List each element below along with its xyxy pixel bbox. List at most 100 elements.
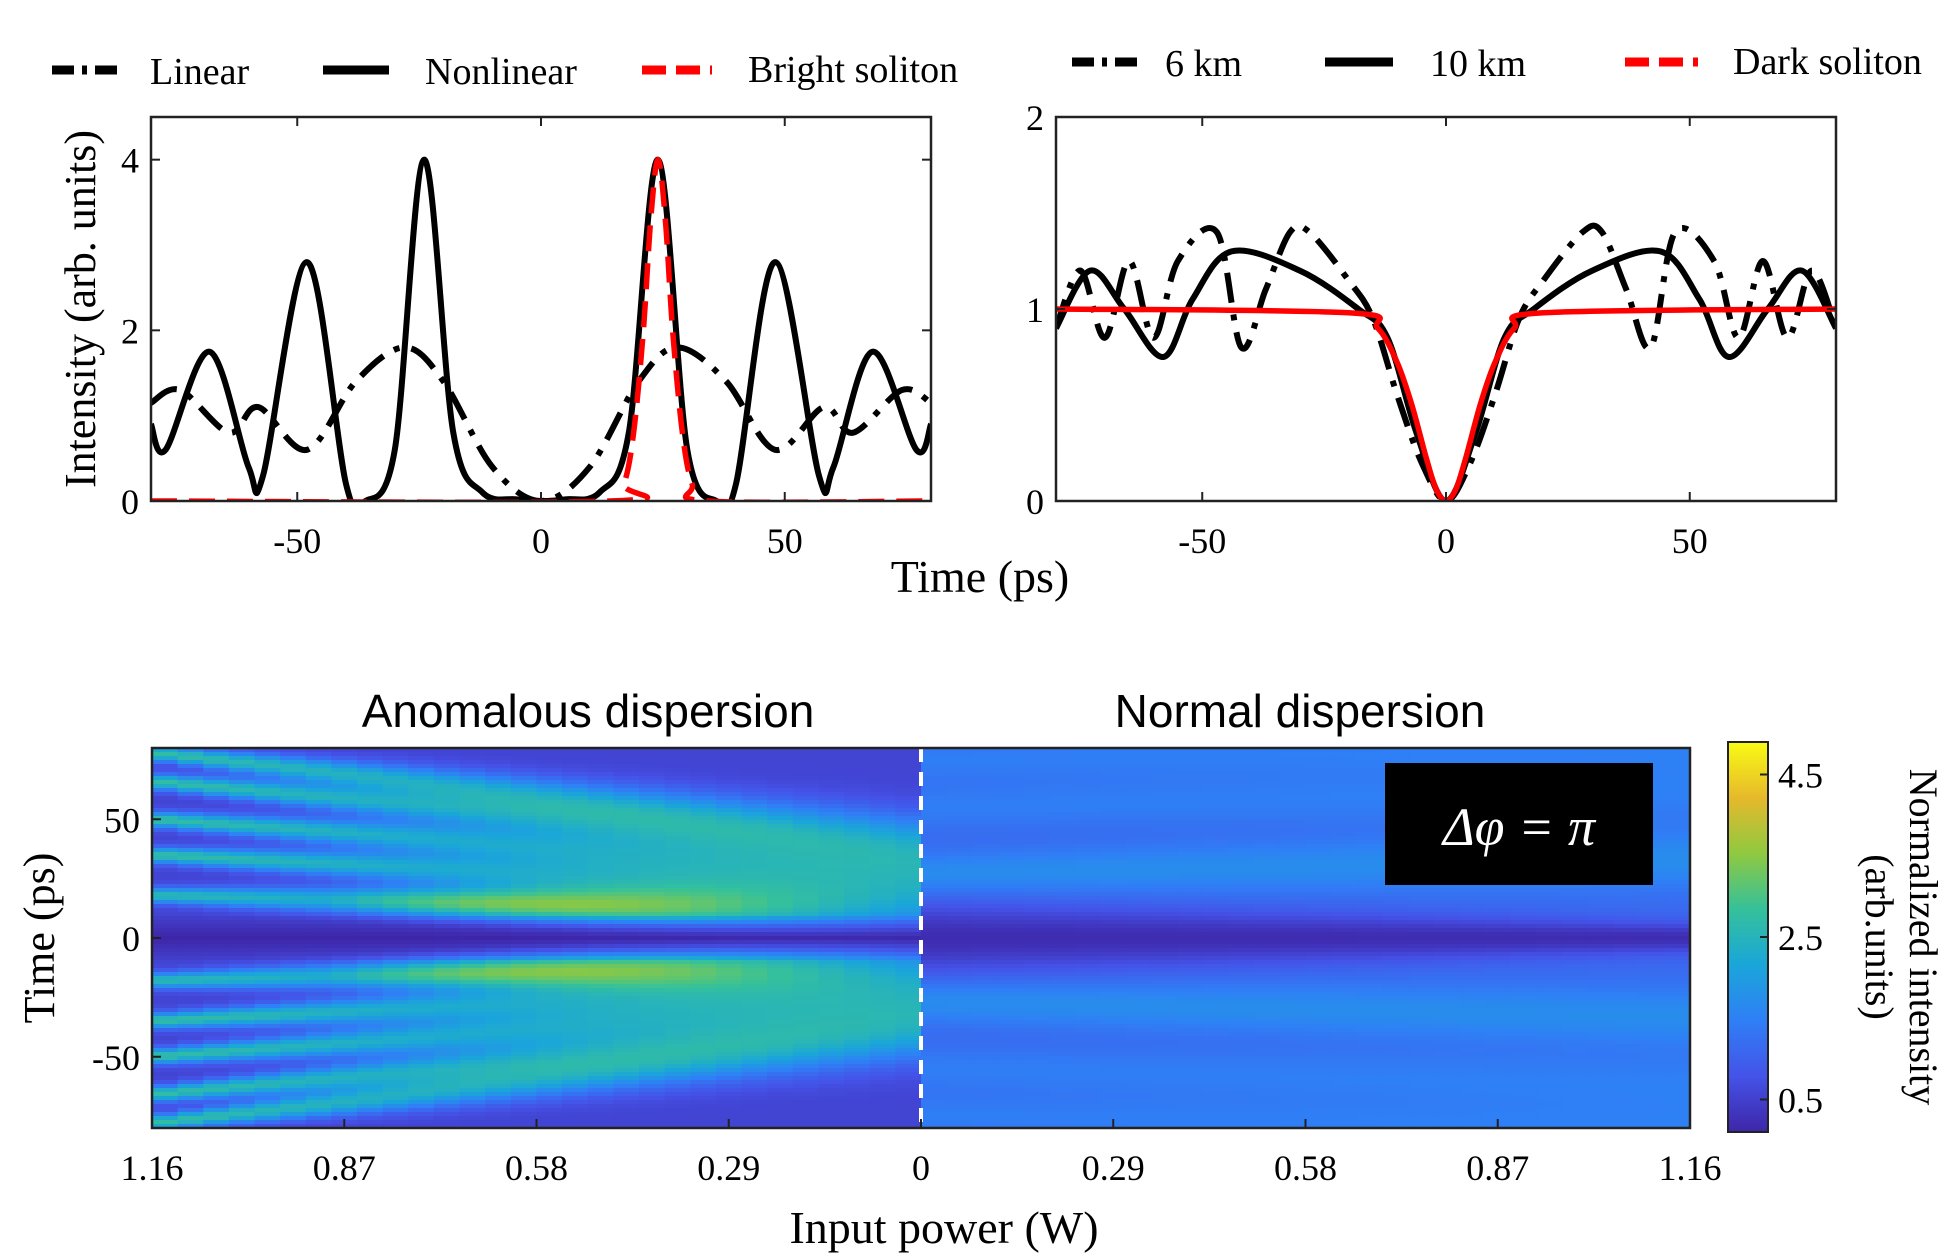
heatmap-cell bbox=[1151, 984, 1178, 989]
heatmap-cell bbox=[459, 1028, 486, 1033]
heatmap-cell bbox=[1331, 952, 1358, 957]
heatmap-cell bbox=[690, 1056, 717, 1061]
heatmap-cell bbox=[331, 928, 358, 933]
heatmap-cell bbox=[1305, 812, 1332, 817]
heatmap-cell bbox=[946, 1100, 973, 1105]
heatmap-cell bbox=[1305, 780, 1332, 785]
heatmap-cell bbox=[587, 812, 614, 817]
heatmap-cell bbox=[1228, 980, 1255, 985]
heatmap-cell bbox=[869, 1036, 896, 1041]
heatmap-cell bbox=[946, 1076, 973, 1081]
heatmap-cell bbox=[1331, 1088, 1358, 1093]
heatmap-cell bbox=[1177, 748, 1204, 753]
heatmap-cell bbox=[741, 820, 768, 825]
heatmap-cell bbox=[664, 964, 691, 969]
heatmap-cell bbox=[1074, 792, 1102, 797]
heatmap-cell bbox=[1433, 896, 1460, 901]
legend-entry-linear: Linear bbox=[52, 51, 250, 93]
heatmap-cell bbox=[485, 1092, 512, 1097]
heatmap-cell bbox=[1408, 1120, 1435, 1125]
heatmap-cell bbox=[1331, 904, 1358, 909]
heatmap-cell bbox=[152, 1124, 179, 1129]
heatmap-cell bbox=[562, 800, 589, 805]
heatmap-cell bbox=[331, 784, 358, 789]
heatmap-cell bbox=[946, 848, 973, 853]
heatmap-cell bbox=[767, 800, 794, 805]
heatmap-cell bbox=[408, 1112, 435, 1117]
heatmap-cell bbox=[562, 832, 589, 837]
heatmap-cell bbox=[1408, 1028, 1435, 1033]
heatmap-cell bbox=[433, 972, 461, 977]
heatmap-cell bbox=[1254, 940, 1281, 945]
heatmap-cell bbox=[1305, 784, 1332, 789]
heatmap-cell bbox=[357, 1004, 384, 1009]
heatmap-cell bbox=[613, 1044, 640, 1049]
heatmap-cell bbox=[536, 1048, 563, 1053]
heatmap-cell bbox=[280, 968, 307, 973]
heatmap-cell bbox=[228, 784, 256, 789]
heatmap-cell bbox=[690, 816, 717, 821]
heatmap-cell bbox=[1228, 1060, 1255, 1065]
heatmap-cell bbox=[895, 852, 922, 857]
heatmap-cell bbox=[254, 848, 281, 853]
heatmap-cell bbox=[972, 764, 999, 769]
heatmap-cell bbox=[946, 1080, 973, 1085]
heatmap-cell bbox=[1177, 968, 1204, 973]
heatmap-cell bbox=[357, 884, 384, 889]
heatmap-cell bbox=[305, 968, 333, 973]
heatmap-cell bbox=[1331, 1012, 1358, 1017]
heatmap-cell bbox=[741, 1056, 768, 1061]
heatmap-cell bbox=[587, 868, 614, 873]
heatmap-cell bbox=[485, 1100, 512, 1105]
heatmap-cell bbox=[331, 1040, 358, 1045]
heatmap-cell bbox=[408, 916, 435, 921]
heatmap-cell bbox=[639, 900, 666, 905]
heatmap-cell bbox=[331, 896, 358, 901]
heatmap-cell bbox=[1228, 776, 1255, 781]
heatmap-cell bbox=[1382, 1076, 1409, 1081]
heatmap-cell bbox=[228, 996, 256, 1001]
heatmap-cell bbox=[818, 792, 845, 797]
heatmap-cell bbox=[639, 1048, 666, 1053]
heatmap-cell bbox=[1049, 764, 1076, 769]
heatmap-cell bbox=[1049, 840, 1076, 845]
heatmap-cell bbox=[562, 756, 589, 761]
heatmap-cell bbox=[1151, 884, 1178, 889]
heatmap-cell bbox=[562, 1092, 589, 1097]
heatmap-cell bbox=[1151, 1092, 1178, 1097]
heatmap-cell bbox=[921, 760, 948, 765]
heatmap-cell bbox=[1228, 988, 1255, 993]
heatmap-cell bbox=[228, 1012, 256, 1017]
heatmap-cell bbox=[715, 788, 743, 793]
heatmap-cell bbox=[1126, 912, 1153, 917]
heatmap-cell bbox=[1408, 1032, 1435, 1037]
heatmap-cell bbox=[664, 980, 691, 985]
heatmap-cell bbox=[1305, 896, 1332, 901]
heatmap-cell bbox=[715, 1068, 743, 1073]
heatmap-cell bbox=[1177, 976, 1204, 981]
heatmap-cell bbox=[228, 1068, 256, 1073]
heatmap-cell bbox=[510, 916, 538, 921]
heatmap-cell bbox=[767, 748, 794, 753]
heatmap-cell bbox=[152, 1024, 179, 1029]
heatmap-cell bbox=[1023, 748, 1050, 753]
heatmap-cell bbox=[895, 836, 922, 841]
heatmap-cell bbox=[818, 1004, 845, 1009]
heatmap-cell bbox=[382, 856, 409, 861]
heatmap-cell bbox=[639, 1100, 666, 1105]
heatmap-cell bbox=[280, 916, 307, 921]
heatmap-cell bbox=[254, 1120, 281, 1125]
heatmap-cell bbox=[1254, 1092, 1281, 1097]
heatmap-cell bbox=[1049, 1076, 1076, 1081]
heatmap-cell bbox=[895, 876, 922, 881]
heatmap-cell bbox=[1126, 780, 1153, 785]
heatmap-cell bbox=[305, 952, 333, 957]
heatmap-cell bbox=[331, 988, 358, 993]
heatmap-cell bbox=[1177, 1020, 1204, 1025]
heatmap-cell bbox=[152, 812, 179, 817]
heatmap-cell bbox=[1356, 808, 1383, 813]
heatmap-cell bbox=[562, 888, 589, 893]
heatmap-cell bbox=[587, 968, 614, 973]
heatmap-cell bbox=[382, 1124, 409, 1129]
heatmap-cell bbox=[305, 860, 333, 865]
